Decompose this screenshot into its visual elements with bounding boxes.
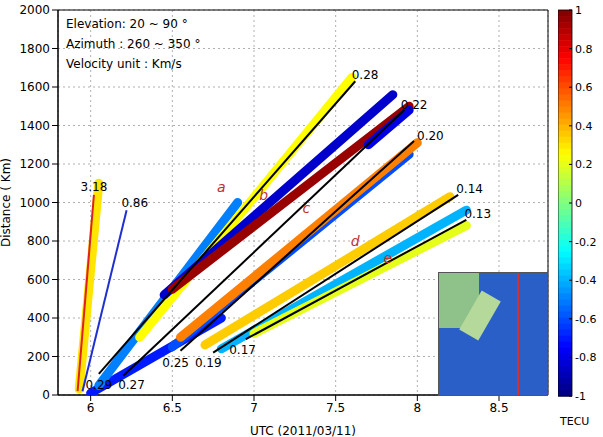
svg-text:b: b	[259, 187, 268, 203]
svg-text:e: e	[384, 250, 393, 266]
svg-text:600: 600	[27, 273, 50, 287]
svg-text:0.17: 0.17	[229, 343, 256, 357]
svg-text:1000: 1000	[19, 196, 50, 210]
svg-text:0.8: 0.8	[575, 43, 593, 56]
svg-text:0.2: 0.2	[575, 158, 593, 171]
svg-text:0.29: 0.29	[85, 378, 112, 392]
svg-text:1400: 1400	[19, 119, 50, 133]
svg-text:8: 8	[414, 401, 422, 415]
svg-text:800: 800	[27, 234, 50, 248]
svg-text:-0.8: -0.8	[575, 351, 596, 364]
svg-text:0.22: 0.22	[401, 98, 428, 112]
svg-text:a: a	[217, 179, 226, 195]
svg-text:TECU: TECU	[559, 415, 589, 428]
svg-text:2000: 2000	[19, 3, 50, 17]
svg-text:c: c	[302, 200, 310, 216]
svg-text:0: 0	[42, 388, 50, 402]
svg-text:400: 400	[27, 311, 50, 325]
html-text:Azimuth : 260 ~ 350 °: Azimuth : 260 ~ 350 °	[66, 37, 201, 51]
svg-text:0.27: 0.27	[118, 378, 145, 392]
svg-text:0.19: 0.19	[195, 356, 222, 370]
svg-text:7: 7	[250, 401, 258, 415]
svg-text:8.5: 8.5	[489, 401, 508, 415]
svg-text:Distance ( Km): Distance ( Km)	[0, 158, 13, 247]
svg-text:-0.6: -0.6	[575, 313, 596, 326]
svg-text:0.4: 0.4	[575, 120, 593, 133]
svg-text:1: 1	[575, 4, 582, 17]
svg-text:7.5: 7.5	[326, 401, 345, 415]
svg-text:-1: -1	[575, 390, 586, 403]
svg-text:0.86: 0.86	[121, 196, 148, 210]
svg-text:0.14: 0.14	[456, 182, 483, 196]
svg-text:0: 0	[575, 197, 582, 210]
svg-text:1800: 1800	[19, 42, 50, 56]
html-text:Velocity unit : Km/s: Velocity unit : Km/s	[66, 57, 182, 71]
svg-text:0.6: 0.6	[575, 81, 593, 94]
svg-text:0.25: 0.25	[162, 356, 189, 370]
svg-text:0.20: 0.20	[417, 129, 444, 143]
svg-text:-0.2: -0.2	[575, 236, 596, 249]
svg-text:6: 6	[87, 401, 95, 415]
svg-text:1600: 1600	[19, 80, 50, 94]
svg-text:0.28: 0.28	[352, 68, 379, 82]
svg-text:UTC (2011/03/11): UTC (2011/03/11)	[250, 424, 356, 437]
svg-text:200: 200	[27, 350, 50, 364]
svg-text:d: d	[351, 233, 360, 249]
svg-text:0.13: 0.13	[464, 207, 491, 221]
html-text:Elevation: 20 ~ 90 °: Elevation: 20 ~ 90 °	[66, 17, 188, 31]
svg-text:1200: 1200	[19, 157, 50, 171]
svg-text:3.18: 3.18	[81, 180, 108, 194]
svg-text:6.5: 6.5	[163, 401, 182, 415]
svg-text:-0.4: -0.4	[575, 274, 596, 287]
